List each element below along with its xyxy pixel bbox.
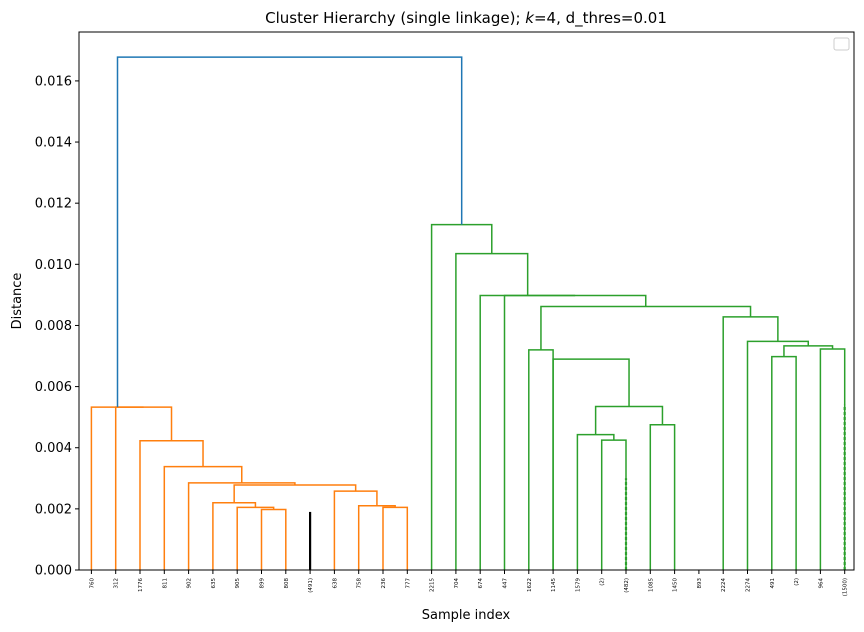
leaf-label: 635 (211, 578, 217, 589)
leaf-label: 447 (503, 578, 509, 589)
leaf-label: 1085 (648, 578, 654, 592)
leaf-label: (482) (624, 578, 630, 593)
leaf-label: 758 (357, 578, 363, 589)
dendrogram-link (163, 465, 243, 570)
leaf-label: (2) (794, 578, 800, 586)
dendrogram-link (116, 56, 463, 408)
y-tick-label: 0.002 (35, 502, 72, 517)
y-tick-label: 0.008 (35, 319, 72, 334)
leaf-label: 1579 (575, 578, 581, 592)
leaf-label: 905 (235, 578, 241, 589)
leaf-label: 808 (284, 578, 290, 589)
leaf-label: (491) (308, 578, 314, 593)
y-tick-label: 0.000 (35, 564, 72, 579)
dendrogram-link (576, 433, 615, 570)
dendrogram-link (90, 406, 144, 570)
y-tick-label: 0.010 (35, 258, 72, 273)
leaf-label: 674 (478, 578, 484, 589)
chart-title-suffix: =4, d_thres=0.01 (534, 9, 667, 28)
leaf-label: 2224 (721, 578, 727, 592)
leaf-label: 902 (187, 578, 193, 589)
plot-background (79, 32, 854, 570)
leaf-label: (1500) (843, 578, 849, 596)
dendrogram-link (479, 294, 576, 570)
dendrogram-link (187, 482, 296, 570)
leaf-label: 1776 (138, 578, 144, 592)
leaf-label: 312 (114, 578, 120, 589)
y-tick-label: 0.014 (35, 136, 72, 151)
chart-title-k: k (525, 9, 535, 27)
y-tick-label: 0.012 (35, 197, 72, 212)
plot-frame (78, 31, 855, 571)
y-tick-label: 0.004 (35, 441, 72, 456)
leaf-label: 811 (162, 578, 168, 589)
leaf-label: 2215 (430, 578, 436, 592)
leaf-label: 777 (405, 578, 411, 589)
leaf-label: 491 (770, 578, 776, 589)
chart-title: Cluster Hierarchy (single linkage); k=4,… (265, 9, 667, 28)
dendrogram-link (357, 505, 396, 570)
leaf-label: 964 (818, 578, 824, 589)
x-axis-ticks: 760 312 1776 811 902 635 905 899 808 (491) 638 758 2… (89, 570, 849, 596)
dendrogram-link (503, 294, 647, 570)
y-axis-label: Distance (10, 273, 25, 330)
leaf-label: 704 (454, 578, 460, 589)
x-axis-label: Sample index (422, 608, 511, 623)
dendrogram-links (90, 56, 846, 570)
leaf-label: 2274 (746, 578, 752, 592)
leaf-label: 899 (260, 578, 266, 589)
dendrogram-link (139, 439, 204, 570)
y-tick-label: 0.006 (35, 380, 72, 395)
leaf-label: 236 (381, 578, 387, 589)
y-axis-ticks: 0.000 0.002 0.004 0.006 0.008 0.010 0.012 0.014… (35, 74, 79, 579)
leaf-label: 893 (697, 578, 703, 589)
leaf-label: 760 (89, 578, 95, 589)
leaf-label: 1145 (551, 578, 557, 592)
y-tick-label: 0.016 (35, 74, 72, 89)
dendrogram-link (430, 223, 493, 570)
chart-title-prefix: Cluster Hierarchy (single linkage); (265, 9, 525, 27)
leaf-label: 1450 (673, 578, 679, 592)
leaf-label: (2) (600, 578, 606, 586)
leaf-label: 638 (332, 578, 338, 589)
legend-box (833, 37, 850, 51)
leaf-label: 1622 (527, 578, 533, 592)
